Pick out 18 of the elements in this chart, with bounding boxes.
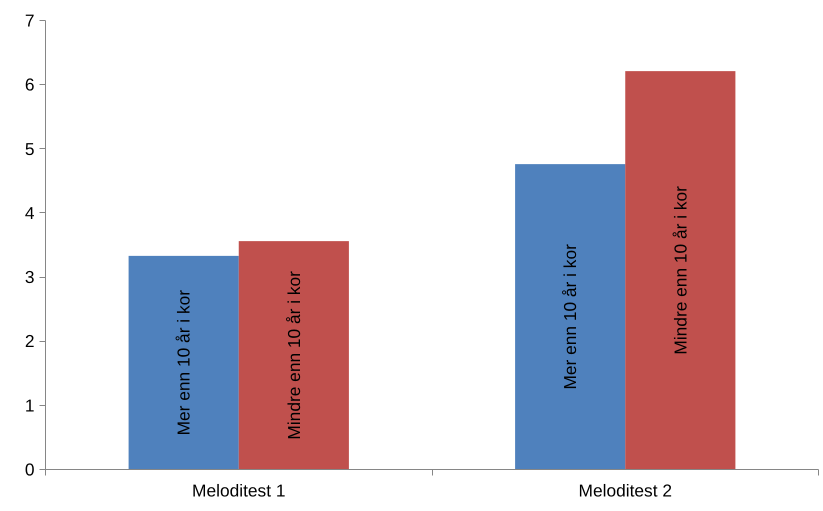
text: Mindre enn 10 år i kor [670,186,690,355]
y-tick-label: 3 [24,267,35,288]
bar [128,256,239,470]
y-tick-label: 7 [24,10,35,30]
x-tick-label: Meloditest 2 [578,480,672,500]
bar [625,71,736,470]
y-tick-label: 1 [24,395,35,416]
y-tick-label: 6 [24,74,35,95]
y-tick-label: 4 [24,202,35,223]
y-tick-label: 2 [24,331,35,352]
x-tick-label: Meloditest 1 [192,480,286,500]
series-label: Mindre enn 10 år i kor [284,270,304,440]
y-tick-label: 0 [24,460,35,480]
bar [515,164,626,470]
text: Mer enn 10 år i kor [560,244,580,390]
y-tick-label: 5 [24,138,35,159]
series-label: Mer enn 10 år i kor [174,290,194,436]
bar [238,241,349,470]
